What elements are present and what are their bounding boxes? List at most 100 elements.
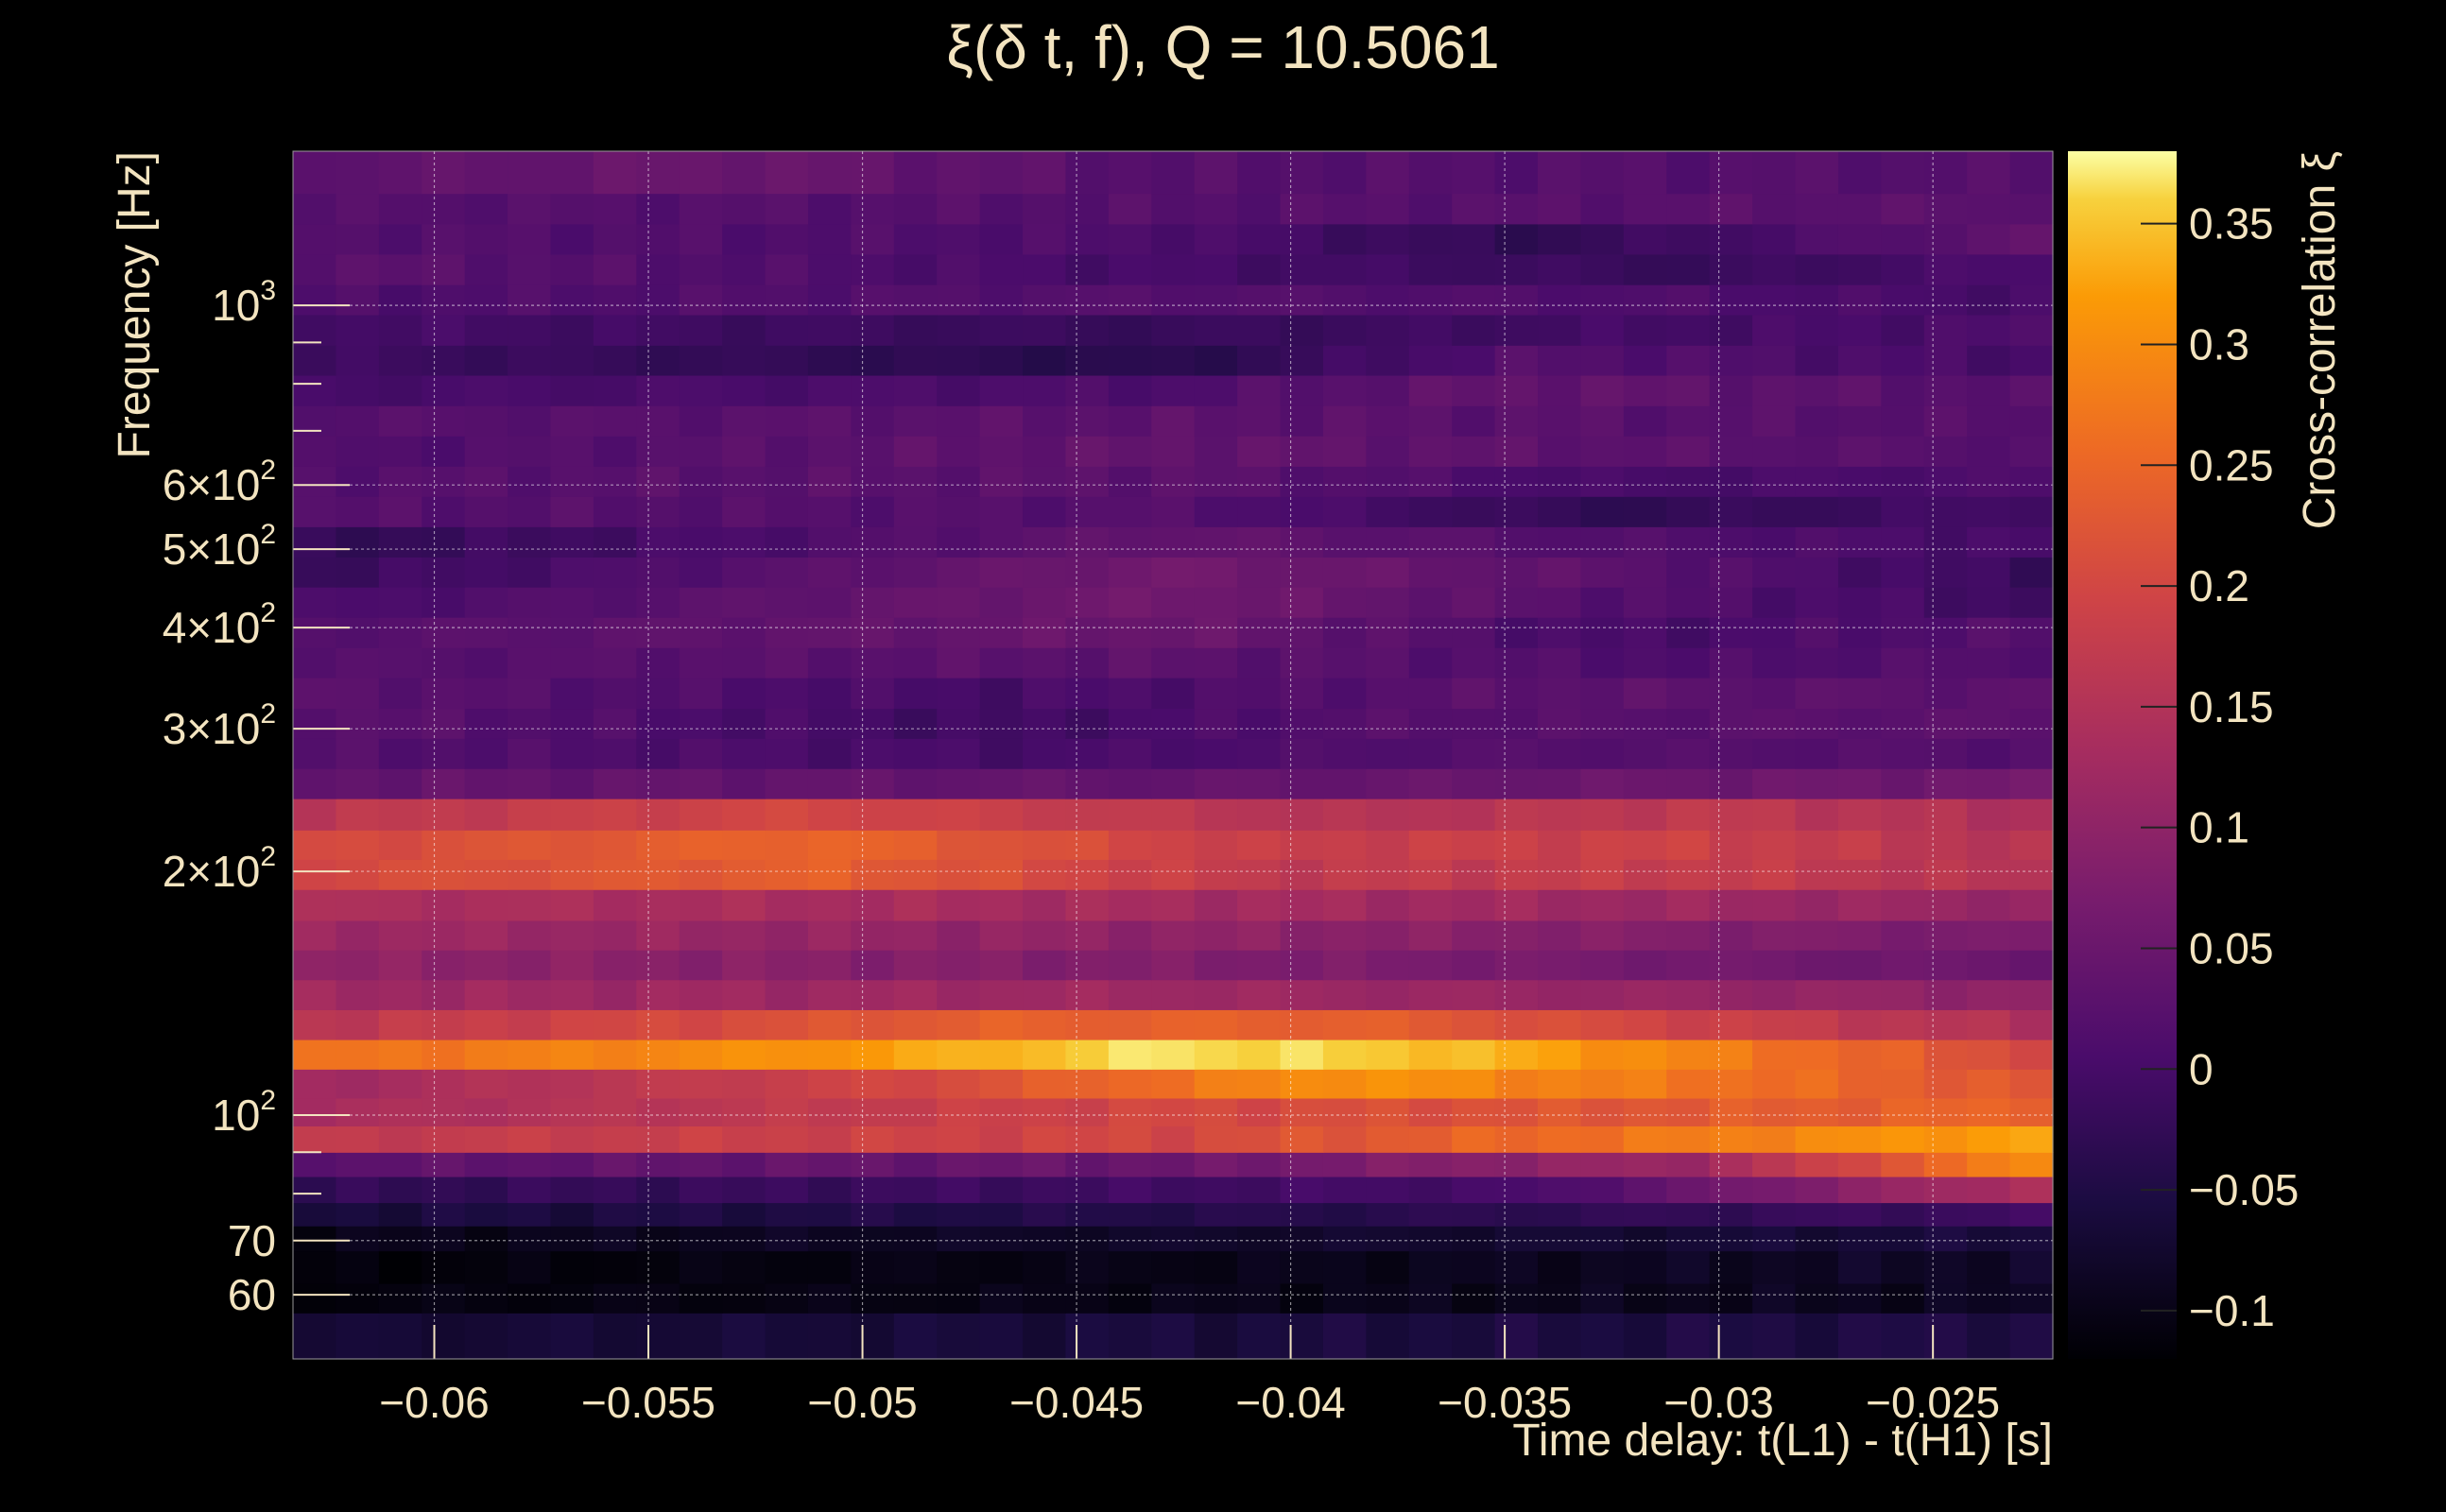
heatmap-cell — [593, 345, 637, 376]
heatmap-cell — [1194, 1176, 1238, 1204]
heatmap-cell — [422, 1282, 466, 1314]
heatmap-cell — [1709, 678, 1753, 710]
heatmap-cell — [893, 617, 938, 648]
heatmap-cell — [851, 919, 895, 951]
heatmap-cell — [1580, 151, 1625, 195]
heatmap-cell — [765, 526, 809, 558]
heatmap-cell — [1580, 678, 1625, 710]
heatmap-cell — [1623, 950, 1667, 981]
heatmap-cell — [1237, 314, 1282, 346]
heatmap-cell — [1280, 374, 1324, 406]
heatmap-cell — [979, 889, 1024, 921]
heatmap-cell — [593, 314, 637, 346]
chart-title: ξ(δ t, f), Q = 10.5061 — [946, 13, 1499, 81]
heatmap-cell — [765, 979, 809, 1010]
heatmap-cell — [1366, 1226, 1410, 1252]
heatmap-cell — [1280, 314, 1324, 346]
heatmap-cell — [1623, 405, 1667, 437]
heatmap-cell — [851, 314, 895, 346]
heatmap-cell — [1623, 830, 1667, 860]
heatmap-cell — [1881, 1313, 1925, 1360]
heatmap-cell — [979, 557, 1024, 588]
heatmap-cell — [1666, 617, 1711, 648]
heatmap-cell — [422, 345, 466, 376]
heatmap-cell — [1538, 919, 1582, 951]
heatmap-cell — [1709, 496, 1753, 527]
heatmap-cell — [508, 1313, 552, 1360]
heatmap-cell — [979, 768, 1024, 799]
heatmap-cell — [2009, 1176, 2054, 1204]
heatmap-cell — [851, 799, 895, 831]
heatmap-cell — [979, 314, 1024, 346]
heatmap-cell — [851, 405, 895, 437]
heatmap-cell — [1237, 738, 1282, 769]
heatmap-cell — [979, 1097, 1024, 1126]
heatmap-cell — [1280, 979, 1324, 1010]
heatmap-cell — [1237, 859, 1282, 890]
heatmap-cell — [1752, 436, 1797, 467]
heatmap-cell — [1666, 1250, 1711, 1284]
heatmap-cell — [937, 1069, 981, 1099]
heatmap-cell — [508, 830, 552, 860]
heatmap-cell — [1967, 889, 2011, 921]
heatmap-cell — [1023, 950, 1067, 981]
colorbar-tick-label: −0.1 — [2189, 1286, 2275, 1335]
heatmap-cell — [893, 1039, 938, 1070]
heatmap-cell — [1837, 738, 1882, 769]
heatmap-cell — [1322, 1282, 1367, 1314]
heatmap-cell — [979, 193, 1024, 225]
heatmap-cell — [1023, 466, 1067, 497]
heatmap-cell — [1151, 708, 1196, 739]
heatmap-cell — [1494, 466, 1539, 497]
colorbar-tick-label: 0.05 — [2189, 923, 2274, 972]
heatmap-cell — [1194, 1152, 1238, 1177]
heatmap-cell — [293, 1097, 337, 1126]
heatmap-cell — [378, 345, 422, 376]
heatmap-cell — [378, 1282, 422, 1314]
heatmap-cell — [1108, 374, 1152, 406]
heatmap-cell — [679, 193, 723, 225]
heatmap-cell — [1280, 678, 1324, 710]
heatmap-cell — [593, 436, 637, 467]
heatmap-cell — [293, 1009, 337, 1040]
heatmap-cell — [893, 557, 938, 588]
heatmap-cell — [1108, 587, 1152, 618]
heatmap-cell — [1795, 919, 1839, 951]
heatmap-cell — [1752, 859, 1797, 890]
heatmap-cell — [464, 678, 508, 710]
heatmap-cell — [1580, 768, 1625, 799]
heatmap-cell — [1408, 284, 1453, 316]
heatmap-cell — [378, 253, 422, 285]
heatmap-cell — [1023, 708, 1067, 739]
heatmap-cell — [1795, 859, 1839, 890]
heatmap-cell — [679, 1202, 723, 1227]
heatmap-cell — [550, 253, 594, 285]
heatmap-cell — [464, 1152, 508, 1177]
heatmap-cell — [979, 708, 1024, 739]
heatmap-cell — [636, 1039, 680, 1070]
heatmap-cell — [422, 647, 466, 679]
heatmap-cell — [1538, 1176, 1582, 1204]
heatmap-cell — [1237, 1282, 1282, 1314]
heatmap-cell — [422, 738, 466, 769]
heatmap-cell — [1366, 678, 1410, 710]
heatmap-cell — [807, 647, 852, 679]
heatmap-cell — [851, 738, 895, 769]
heatmap-cell — [1709, 436, 1753, 467]
heatmap-cell — [1795, 799, 1839, 831]
heatmap-cell — [1923, 1202, 1968, 1227]
heatmap-cell — [1795, 738, 1839, 769]
heatmap-cell — [508, 436, 552, 467]
heatmap-cell — [293, 1282, 337, 1314]
heatmap-cell — [1065, 193, 1110, 225]
heatmap-cell — [1923, 1009, 1968, 1040]
heatmap-cell — [1023, 859, 1067, 890]
heatmap-cell — [464, 436, 508, 467]
heatmap-cell — [979, 950, 1024, 981]
heatmap-cell — [1194, 919, 1238, 951]
heatmap-cell — [593, 1069, 637, 1099]
heatmap-cell — [508, 405, 552, 437]
heatmap-cell — [1322, 557, 1367, 588]
heatmap-cell — [636, 223, 680, 255]
heatmap-cell — [1967, 1176, 2011, 1204]
